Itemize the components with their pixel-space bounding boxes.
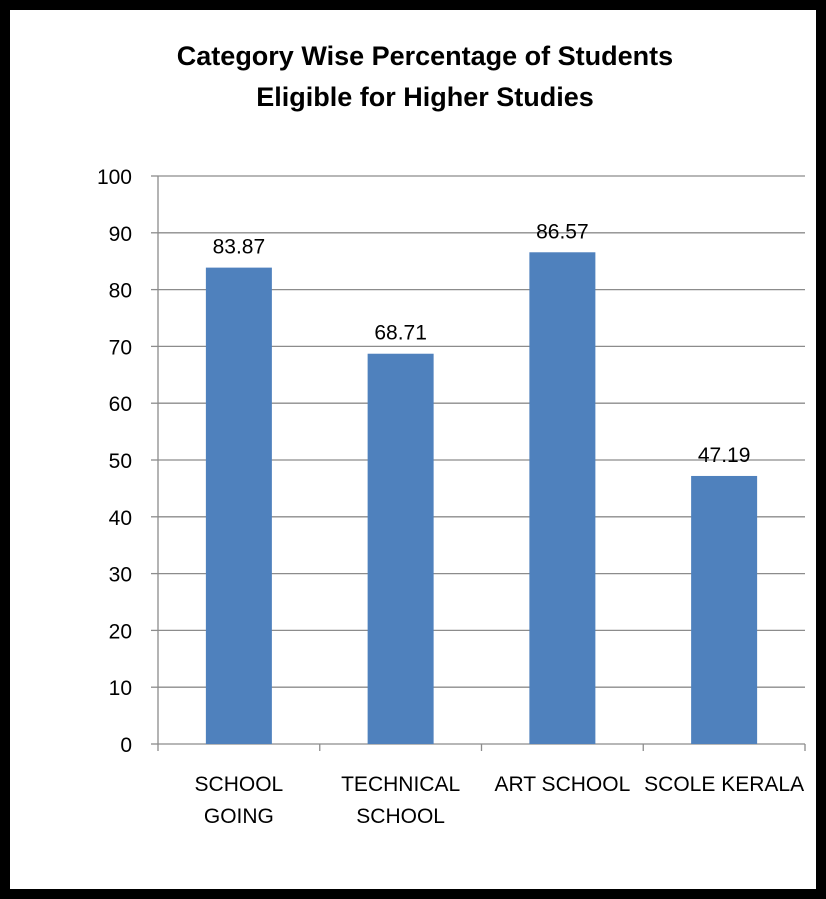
- category-label: SCOLE KERALA: [644, 773, 804, 796]
- y-tick-label: 10: [109, 677, 132, 700]
- category-label: TECHNICAL: [341, 773, 460, 796]
- y-tick-label: 40: [109, 507, 132, 530]
- y-tick-label: 20: [109, 620, 132, 643]
- chart-title-line-1: Category Wise Percentage of Students: [177, 41, 673, 71]
- data-label: 83.87: [213, 236, 266, 259]
- y-tick-label: 60: [109, 393, 132, 416]
- y-tick-label: 70: [109, 336, 132, 359]
- data-label: 47.19: [698, 444, 751, 467]
- y-tick-label: 100: [97, 166, 132, 189]
- y-tick-label: 50: [109, 450, 132, 473]
- category-label: GOING: [204, 805, 274, 828]
- bar: [205, 267, 272, 744]
- bar: [691, 475, 758, 744]
- category-label: SCHOOL: [195, 773, 284, 796]
- category-label: ART SCHOOL: [494, 773, 630, 796]
- y-tick-label: 90: [109, 223, 132, 246]
- bar: [529, 252, 596, 744]
- bars: [205, 252, 758, 744]
- chart-title-line-2: Eligible for Higher Studies: [256, 82, 594, 112]
- bar: [367, 353, 434, 744]
- data-label: 68.71: [374, 322, 427, 345]
- category-label: SCHOOL: [356, 805, 445, 828]
- y-tick-label: 30: [109, 564, 132, 587]
- labels: 0 10 20 30 40 50 60 70 80 90 100 83.87 SCHOOL GOING 68…: [97, 166, 804, 828]
- data-label: 86.57: [536, 220, 589, 243]
- y-tick-label: 80: [109, 280, 132, 303]
- y-tick-label: 0: [120, 734, 132, 757]
